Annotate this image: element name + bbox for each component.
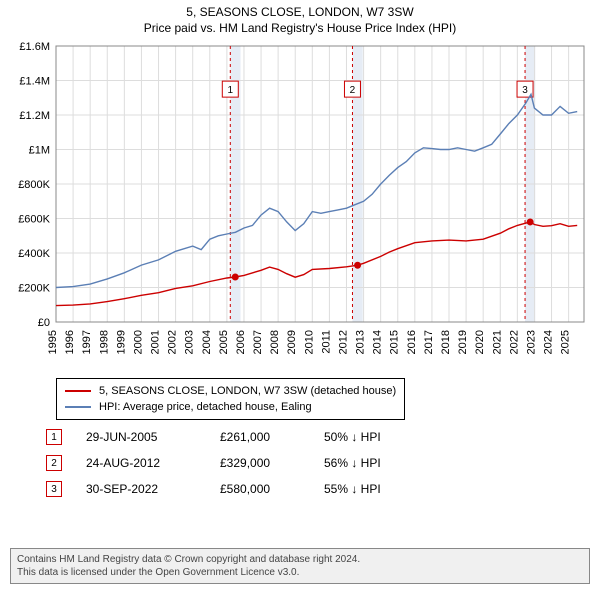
x-axis-label: 2020 <box>474 330 486 354</box>
y-axis-label: £200K <box>18 283 50 295</box>
x-axis-label: 2002 <box>167 330 179 354</box>
event-date: 24-AUG-2012 <box>86 456 196 470</box>
chart-title-line1: 5, SEASONS CLOSE, LONDON, W7 3SW <box>0 4 600 20</box>
legend: 5, SEASONS CLOSE, LONDON, W7 3SW (detach… <box>56 378 405 420</box>
x-axis-label: 2013 <box>355 330 367 354</box>
legend-label: HPI: Average price, detached house, Eali… <box>99 401 312 413</box>
x-axis-label: 2023 <box>525 330 537 354</box>
event-marker-number: 2 <box>350 85 356 96</box>
x-axis-label: 2007 <box>252 330 264 354</box>
event-number-box: 3 <box>46 481 62 497</box>
x-axis-label: 2001 <box>150 330 162 354</box>
x-axis-label: 1997 <box>81 330 93 354</box>
x-axis-label: 2000 <box>132 330 144 354</box>
price-chart: £0 £200K £400K £600K £800K £1M £1.2M £1.4M £1.6M… <box>10 40 590 370</box>
y-axis-label: £1.4M <box>19 76 50 88</box>
series-price_paid <box>56 222 577 306</box>
x-axis-label: 2004 <box>201 330 213 354</box>
x-axis-label: 2022 <box>508 330 520 354</box>
y-axis-label: £400K <box>18 248 50 260</box>
chart-title-block: 5, SEASONS CLOSE, LONDON, W7 3SW Price p… <box>0 0 600 36</box>
x-axis-label: 2009 <box>286 330 298 354</box>
footer-line1: Contains HM Land Registry data © Crown c… <box>17 553 583 566</box>
event-number-box: 2 <box>46 455 62 471</box>
event-price: £329,000 <box>220 456 300 470</box>
x-axis-label: 2005 <box>218 330 230 354</box>
legend-label: 5, SEASONS CLOSE, LONDON, W7 3SW (detach… <box>99 385 396 397</box>
x-axis-label: 2017 <box>423 330 435 354</box>
event-date: 30-SEP-2022 <box>86 482 196 496</box>
x-axis-label: 2016 <box>406 330 418 354</box>
y-axis-label: £1.2M <box>19 110 50 122</box>
x-axis-label: 2010 <box>303 330 315 354</box>
x-axis-label: 2025 <box>560 330 572 354</box>
x-axis-label: 2018 <box>440 330 452 354</box>
event-row: 3 30-SEP-2022 £580,000 55% ↓ HPI <box>46 476 434 502</box>
x-axis-label: 2012 <box>337 330 349 354</box>
y-axis-label: £800K <box>18 179 50 191</box>
y-axis-label: £600K <box>18 214 50 226</box>
x-axis-label: 2015 <box>389 330 401 354</box>
legend-row: HPI: Average price, detached house, Eali… <box>65 399 396 415</box>
x-axis-label: 2008 <box>269 330 281 354</box>
y-axis-label: £1M <box>29 145 50 157</box>
x-axis-label: 2011 <box>320 330 332 354</box>
legend-swatch <box>65 406 91 408</box>
event-price: £580,000 <box>220 482 300 496</box>
chart-container: £0 £200K £400K £600K £800K £1M £1.2M £1.4M £1.6M… <box>10 40 590 370</box>
footer-line2: This data is licensed under the Open Gov… <box>17 566 583 579</box>
event-pct: 55% ↓ HPI <box>324 482 434 496</box>
x-axis-label: 2019 <box>457 330 469 354</box>
y-axis-label: £1.6M <box>19 41 50 53</box>
x-axis-label: 2003 <box>184 330 196 354</box>
x-axis-label: 2014 <box>372 330 384 354</box>
chart-title-line2: Price paid vs. HM Land Registry's House … <box>0 20 600 36</box>
event-row: 2 24-AUG-2012 £329,000 56% ↓ HPI <box>46 450 434 476</box>
event-row: 1 29-JUN-2005 £261,000 50% ↓ HPI <box>46 424 434 450</box>
x-axis-label: 2006 <box>235 330 247 354</box>
x-axis-label: 1999 <box>115 330 127 354</box>
event-price: £261,000 <box>220 430 300 444</box>
event-number-box: 1 <box>46 429 62 445</box>
x-axis-label: 2021 <box>491 330 503 354</box>
event-date: 29-JUN-2005 <box>86 430 196 444</box>
event-marker-number: 3 <box>522 85 528 96</box>
attribution-footer: Contains HM Land Registry data © Crown c… <box>10 548 590 584</box>
x-axis-label: 1998 <box>98 330 110 354</box>
event-marker-number: 1 <box>228 85 234 96</box>
x-axis-label: 1996 <box>64 330 76 354</box>
legend-row: 5, SEASONS CLOSE, LONDON, W7 3SW (detach… <box>65 383 396 399</box>
legend-swatch <box>65 390 91 392</box>
y-axis-label: £0 <box>38 317 50 329</box>
event-pct: 50% ↓ HPI <box>324 430 434 444</box>
event-pct: 56% ↓ HPI <box>324 456 434 470</box>
events-table: 1 29-JUN-2005 £261,000 50% ↓ HPI 2 24-AUG-201… <box>46 424 434 502</box>
series-hpi <box>56 94 577 287</box>
x-axis-label: 1995 <box>47 330 59 354</box>
x-axis-label: 2024 <box>543 330 555 354</box>
